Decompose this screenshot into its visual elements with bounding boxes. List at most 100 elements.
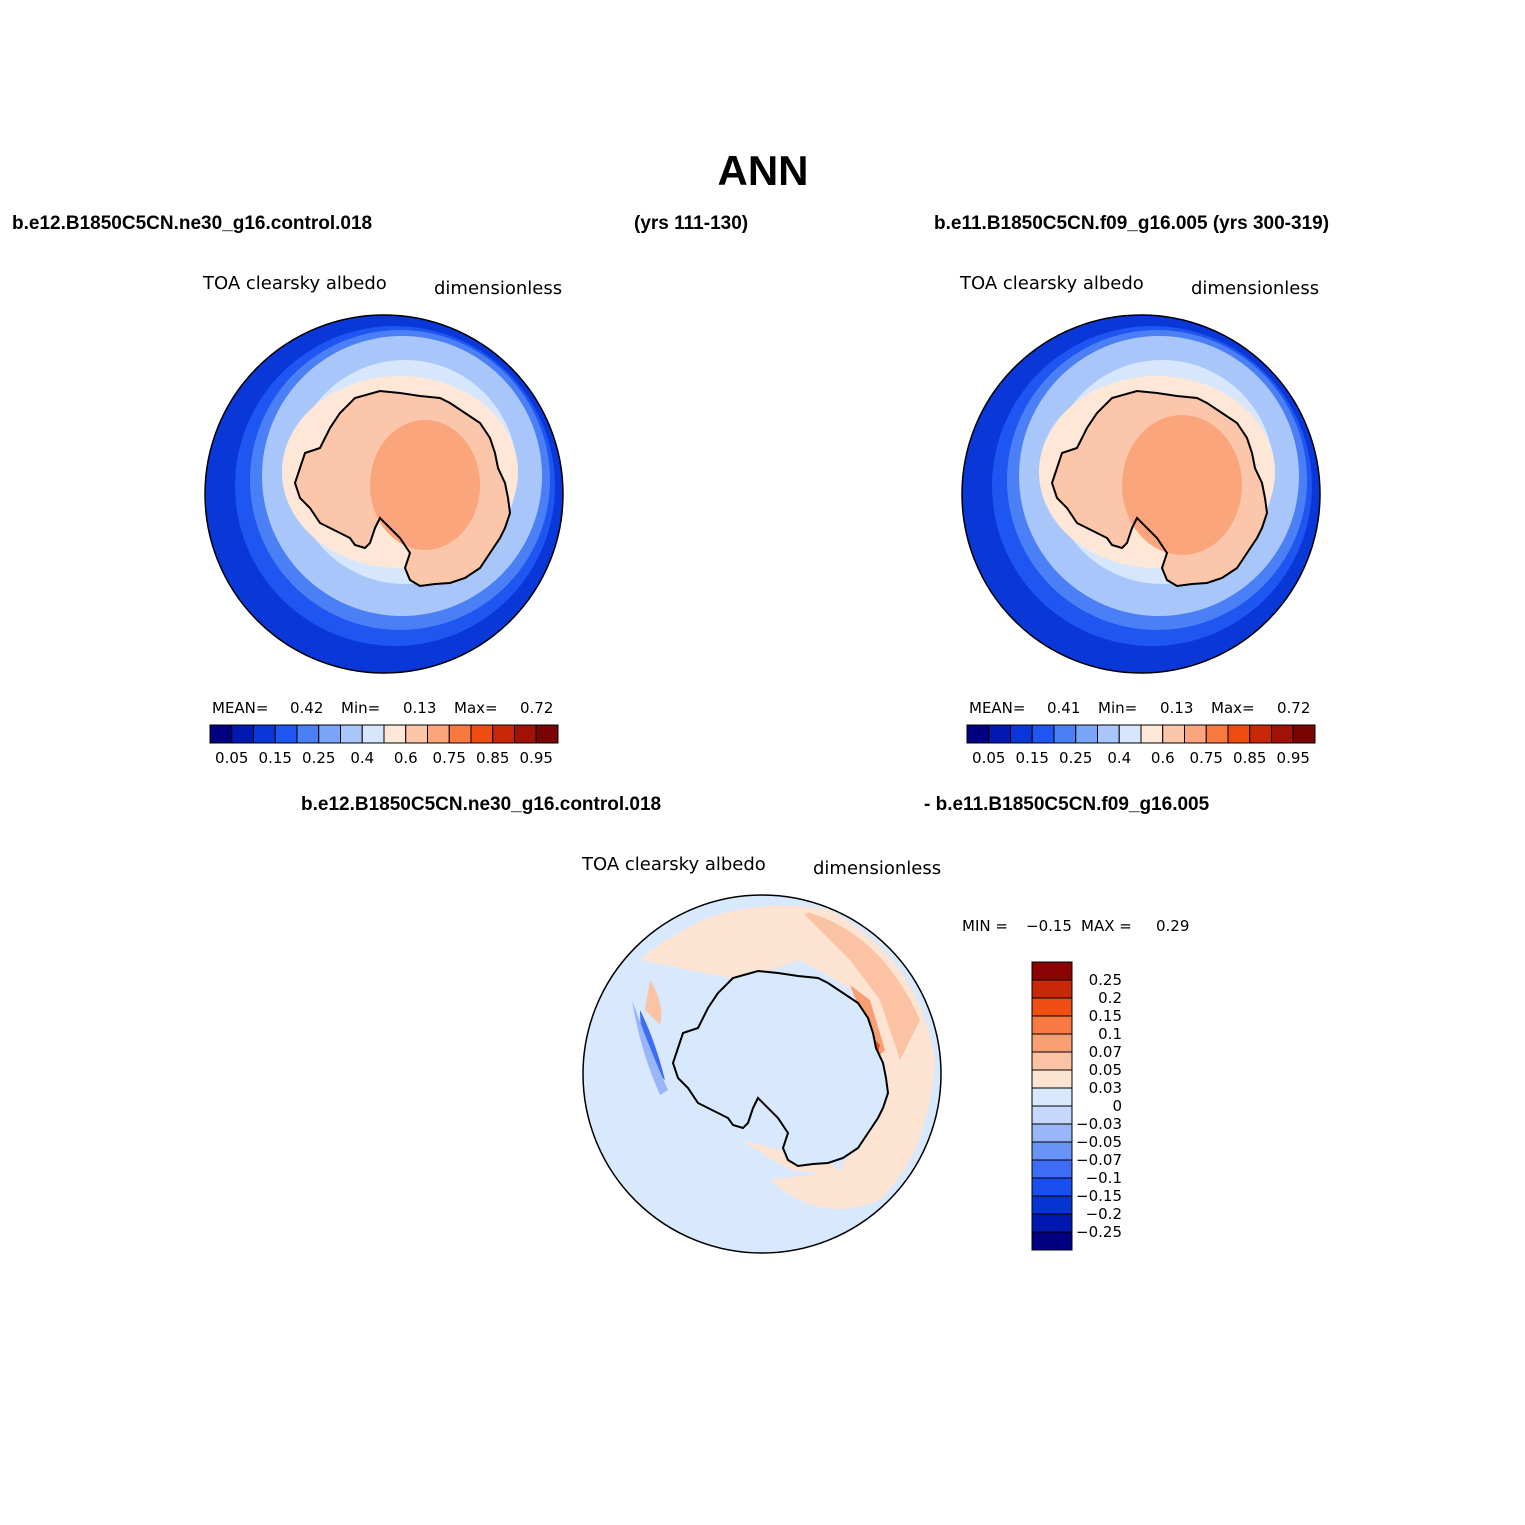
colorbar-swatch — [1031, 1105, 1073, 1125]
diff-case-right-label: - b.e11.B1850C5CN.f09_g16.005 — [924, 794, 1210, 815]
panel-right-min-label: Min= — [1098, 699, 1137, 717]
colorbar-swatch — [470, 724, 494, 744]
colorbar-swatch — [1205, 724, 1229, 744]
colorbar-tick-label: 0.15 — [1089, 1007, 1122, 1025]
colorbar-tick-label: 0.15 — [259, 749, 292, 767]
colorbar-swatch — [988, 724, 1011, 744]
figure-title: ANN — [718, 147, 809, 194]
map-boundary-right — [961, 314, 1321, 674]
colorbar-swatch — [427, 724, 450, 744]
colorbar-swatch — [535, 724, 559, 744]
colorbar-swatch — [1249, 724, 1272, 744]
panel-right-max-value: 0.72 — [1277, 699, 1310, 717]
panel-right-min-value: 0.13 — [1160, 699, 1193, 717]
colorbar-tick-label: −0.05 — [1076, 1133, 1122, 1151]
colorbar-tick-label: 0.15 — [1016, 749, 1049, 767]
polar-map-left — [205, 315, 563, 673]
colorbar-tick-label: −0.25 — [1076, 1223, 1122, 1241]
colorbar-tick-label: 0.05 — [972, 749, 1005, 767]
colorbar-tick-label: 0.4 — [1107, 749, 1131, 767]
panel-left-max-label: Max= — [454, 699, 498, 717]
colorbar-tick-label: 0.25 — [1059, 749, 1092, 767]
panel-right: TOA clearsky albedo dimensionless MEAN= … — [959, 273, 1321, 767]
colorbar-swatch — [1292, 724, 1316, 744]
panel-left-units: dimensionless — [434, 278, 562, 299]
colorbar-tick-label: 0.4 — [350, 749, 374, 767]
colorbar-swatch — [1162, 724, 1185, 744]
panel-left-max-value: 0.72 — [520, 699, 553, 717]
polar-map-right — [962, 315, 1320, 673]
diff-case-left-label: b.e12.B1850C5CN.ne30_g16.control.018 — [301, 794, 661, 815]
colorbar-tick-label: −0.07 — [1076, 1151, 1122, 1169]
colorbar-swatch — [1031, 1159, 1073, 1179]
colorbar-diff: 0.250.20.150.10.070.050.030−0.03−0.05−0.… — [1031, 961, 1122, 1251]
colorbar-swatch — [1031, 1087, 1073, 1107]
panel-left-min-label: Min= — [341, 699, 380, 717]
colorbar-tick-label: 0.95 — [1277, 749, 1310, 767]
colorbar-tick-label: 0.6 — [394, 749, 418, 767]
panel-right-max-label: Max= — [1211, 699, 1255, 717]
top-left-years-label: (yrs 111-130) — [634, 213, 748, 234]
panel-left-variable: TOA clearsky albedo — [202, 273, 387, 294]
colorbar-swatch — [1053, 724, 1077, 744]
colorbar-tick-label: 0.75 — [433, 749, 466, 767]
colorbar-left: 0.05 0.15 0.25 0.4 0.6 0.75 0.85 0.95 — [209, 724, 559, 767]
colorbar-swatch — [492, 724, 515, 744]
colorbar-swatch — [1031, 1195, 1073, 1215]
colorbar-tick-label: 0.05 — [1089, 1061, 1122, 1079]
colorbar-tick-label: 0.07 — [1089, 1043, 1122, 1061]
map-boundary-diff — [582, 894, 942, 1254]
top-left-case-label: b.e12.B1850C5CN.ne30_g16.control.018 — [12, 213, 372, 234]
colorbar-swatch — [1075, 724, 1098, 744]
colorbar-swatch — [1140, 724, 1164, 744]
colorbar-swatch — [1031, 1015, 1073, 1035]
colorbar-tick-label: 0.2 — [1098, 989, 1122, 1007]
panel-left-mean-label: MEAN= — [212, 699, 268, 717]
panel-diff: TOA clearsky albedo dimensionless MIN = … — [581, 854, 1189, 1254]
colorbar-swatch — [1031, 1123, 1073, 1143]
colorbar-tick-label: 0.85 — [1233, 749, 1266, 767]
colorbar-swatch — [253, 724, 276, 744]
colorbar-swatch — [383, 724, 407, 744]
colorbar-swatch — [1271, 724, 1294, 744]
colorbar-tick-label: 0.05 — [215, 749, 248, 767]
colorbar-swatch — [1031, 1213, 1073, 1233]
top-right-case-label: b.e11.B1850C5CN.f09_g16.005 (yrs 300-319… — [934, 213, 1329, 234]
panel-right-mean-value: 0.41 — [1047, 699, 1080, 717]
colorbar-swatch — [1118, 724, 1142, 744]
colorbar-tick-label: −0.2 — [1086, 1205, 1122, 1223]
colorbar-swatch — [405, 724, 428, 744]
colorbar-swatch — [1097, 724, 1120, 744]
colorbar-swatch — [1031, 1033, 1073, 1053]
panel-right-variable: TOA clearsky albedo — [959, 273, 1144, 294]
colorbar-swatch — [514, 724, 537, 744]
colorbar-tick-label: −0.15 — [1076, 1187, 1122, 1205]
colorbar-swatch — [1031, 997, 1073, 1017]
panel-left-min-value: 0.13 — [403, 699, 436, 717]
colorbar-swatch — [318, 724, 341, 744]
panel-left-mean-value: 0.42 — [290, 699, 323, 717]
colorbar-swatch — [1031, 1051, 1073, 1071]
colorbar-swatch — [966, 724, 990, 744]
colorbar-tick-label: 0.03 — [1089, 1079, 1122, 1097]
colorbar-tick-label: 0.85 — [476, 749, 509, 767]
colorbar-swatch — [1031, 1231, 1073, 1251]
colorbar-swatch — [1227, 724, 1251, 744]
panel-diff-min-value: −0.15 — [1026, 917, 1072, 935]
panel-diff-max-label: MAX = — [1081, 917, 1132, 935]
colorbar-swatch — [1031, 1177, 1073, 1197]
colorbar-swatch — [340, 724, 363, 744]
colorbar-swatch — [1184, 724, 1207, 744]
colorbar-swatch — [1031, 1069, 1073, 1089]
colorbar-right: 0.05 0.15 0.25 0.4 0.6 0.75 0.85 0.95 — [966, 724, 1316, 767]
colorbar-swatch — [1031, 961, 1073, 981]
panel-diff-min-label: MIN = — [962, 917, 1008, 935]
panel-diff-variable: TOA clearsky albedo — [581, 854, 766, 875]
colorbar-tick-label: 0 — [1112, 1097, 1122, 1115]
colorbar-tick-label: 0.75 — [1190, 749, 1223, 767]
colorbar-swatch — [231, 724, 254, 744]
colorbar-swatch — [209, 724, 233, 744]
panel-diff-max-value: 0.29 — [1156, 917, 1189, 935]
panel-right-mean-label: MEAN= — [969, 699, 1025, 717]
